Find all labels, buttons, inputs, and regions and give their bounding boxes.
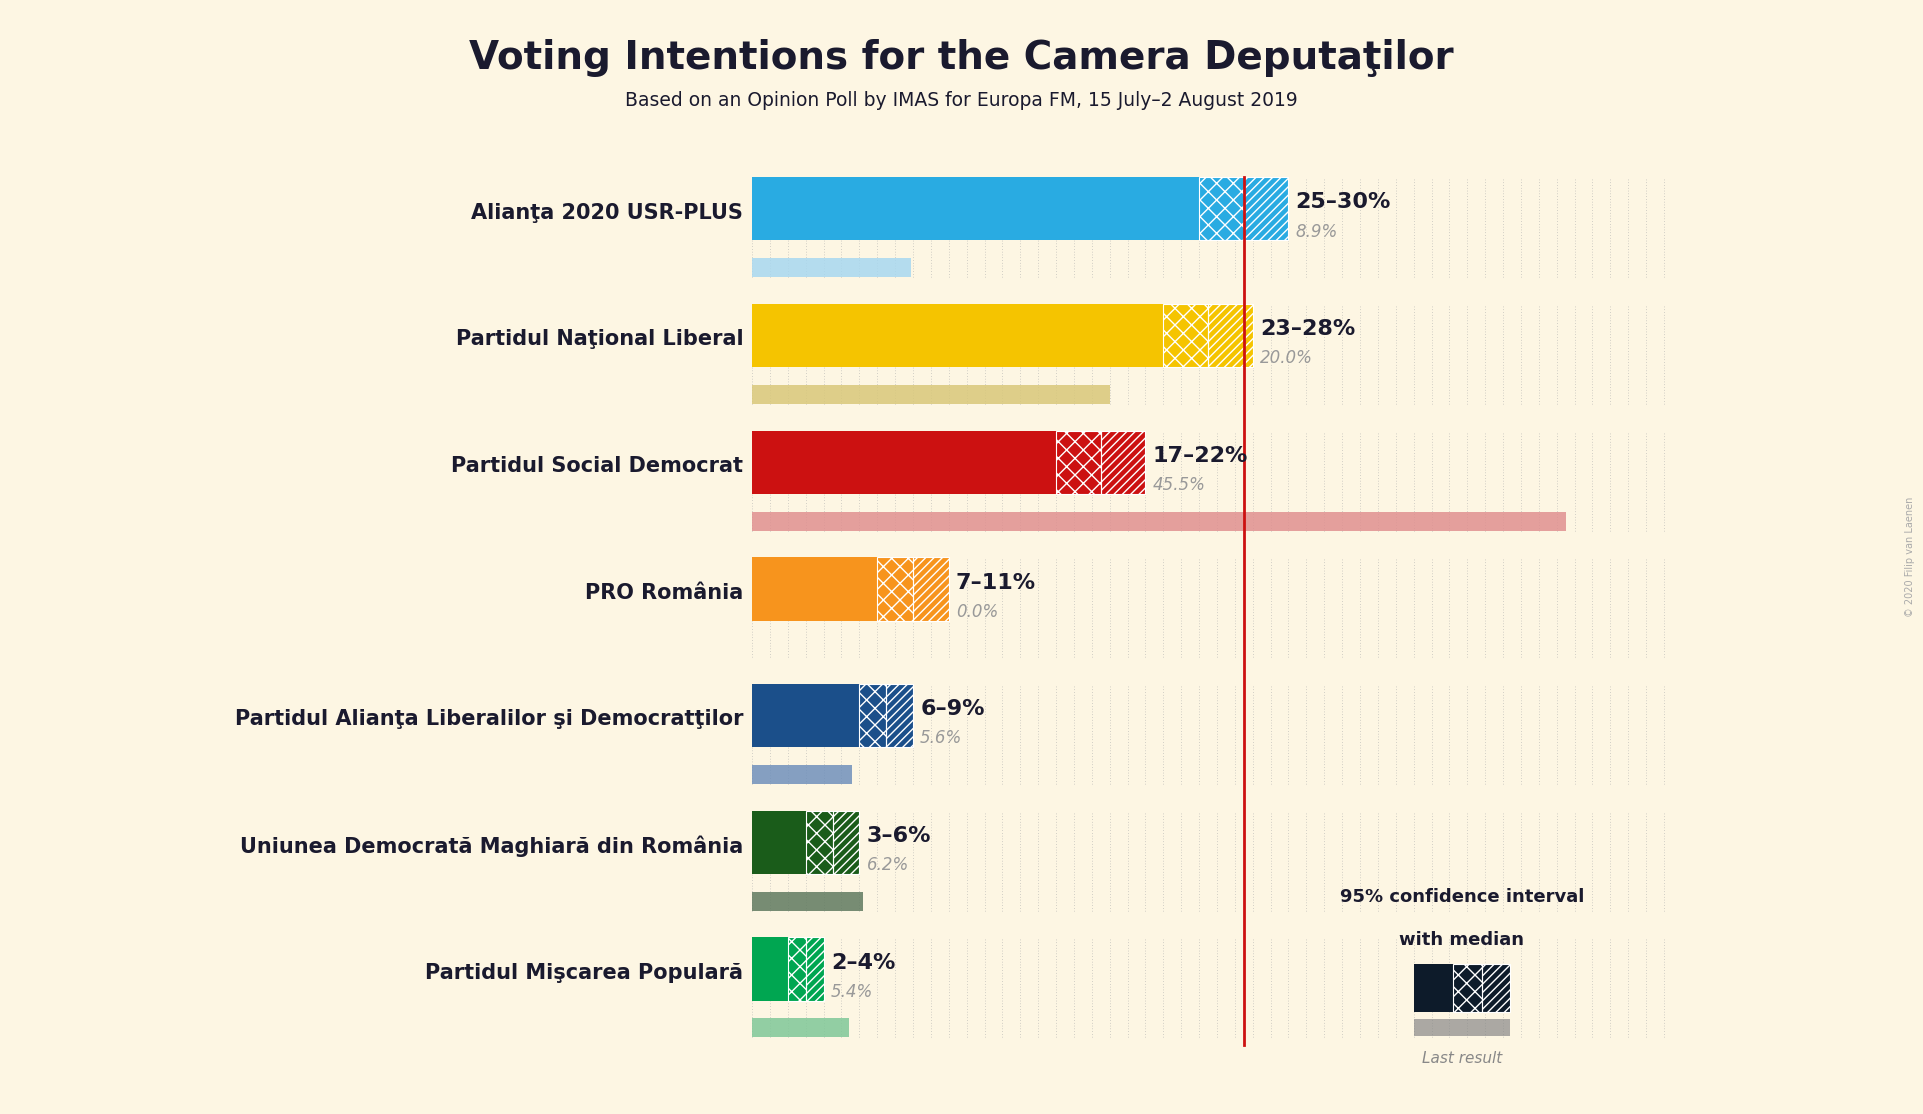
Bar [1244, 177, 1288, 241]
Text: PRO România: PRO România [585, 583, 742, 603]
Text: 0.0%: 0.0% [956, 603, 998, 620]
Text: Uniunea Democrată Maghiară din România: Uniunea Democrată Maghiară din România [240, 836, 742, 857]
Text: 5.6%: 5.6% [921, 730, 962, 747]
Text: Partidul Naţional Liberal: Partidul Naţional Liberal [456, 330, 742, 350]
Text: 25–30%: 25–30% [1296, 193, 1390, 213]
Bar [887, 684, 913, 747]
Bar [752, 385, 1110, 404]
Text: 20.0%: 20.0% [1260, 350, 1313, 368]
Text: 3–6%: 3–6% [867, 825, 931, 846]
Text: with median: with median [1400, 931, 1525, 949]
Bar [752, 258, 912, 277]
Bar [1200, 177, 1244, 241]
Bar [1163, 304, 1208, 368]
Text: 2–4%: 2–4% [831, 952, 894, 973]
Bar [1100, 430, 1146, 494]
Bar [1163, 304, 1208, 368]
Bar [806, 937, 823, 1000]
Bar [1200, 177, 1244, 241]
Bar [1481, 964, 1510, 1013]
Bar [860, 684, 887, 747]
Bar [1454, 964, 1481, 1013]
Text: 45.5%: 45.5% [1152, 476, 1206, 494]
Bar [788, 937, 806, 1000]
Bar [752, 891, 863, 911]
Text: © 2020 Filip van Laenen: © 2020 Filip van Laenen [1904, 497, 1915, 617]
Bar [752, 937, 788, 1000]
Bar [752, 1018, 848, 1037]
Bar [913, 557, 948, 620]
Bar [1413, 964, 1454, 1013]
Bar [1454, 964, 1481, 1013]
Bar [833, 811, 860, 874]
Text: Alianţa 2020 USR-PLUS: Alianţa 2020 USR-PLUS [471, 203, 742, 223]
Bar [752, 684, 860, 747]
Bar [752, 811, 806, 874]
Text: 8.9%: 8.9% [1296, 223, 1338, 241]
Text: 6.2%: 6.2% [867, 857, 910, 874]
Text: Based on an Opinion Poll by IMAS for Europa FM, 15 July–2 August 2019: Based on an Opinion Poll by IMAS for Eur… [625, 91, 1298, 110]
Bar [913, 557, 948, 620]
Bar [752, 430, 1056, 494]
Bar [1244, 177, 1288, 241]
Bar [1100, 430, 1146, 494]
Text: Partidul Alianţa Liberalilor şi Democratţilor: Partidul Alianţa Liberalilor şi Democrat… [235, 710, 742, 730]
Bar [1413, 1019, 1510, 1036]
Bar [1056, 430, 1100, 494]
Bar [1208, 304, 1252, 368]
Bar [806, 937, 823, 1000]
Bar [877, 557, 913, 620]
Bar [752, 765, 852, 784]
Bar [1208, 304, 1252, 368]
Text: Partidul Social Democrat: Partidul Social Democrat [452, 456, 742, 476]
Text: 5.4%: 5.4% [831, 983, 873, 1000]
Text: 6–9%: 6–9% [921, 700, 985, 720]
Bar [788, 937, 806, 1000]
Text: Voting Intentions for the Camera Deputaţilor: Voting Intentions for the Camera Deputaţ… [469, 39, 1454, 77]
Bar [1481, 964, 1510, 1013]
Bar [752, 557, 877, 620]
Bar [806, 811, 833, 874]
Text: 17–22%: 17–22% [1152, 446, 1248, 466]
Bar [887, 684, 913, 747]
Bar [806, 811, 833, 874]
Text: Last result: Last result [1421, 1052, 1502, 1066]
Bar [833, 811, 860, 874]
Bar [752, 511, 1565, 530]
Text: Partidul Mişcarea Populară: Partidul Mişcarea Populară [425, 962, 742, 983]
Bar [752, 304, 1163, 368]
Text: 95% confidence interval: 95% confidence interval [1340, 888, 1585, 906]
Text: 7–11%: 7–11% [956, 573, 1036, 593]
Bar [877, 557, 913, 620]
Bar [752, 177, 1200, 241]
Bar [1056, 430, 1100, 494]
Bar [860, 684, 887, 747]
Text: 23–28%: 23–28% [1260, 319, 1356, 339]
